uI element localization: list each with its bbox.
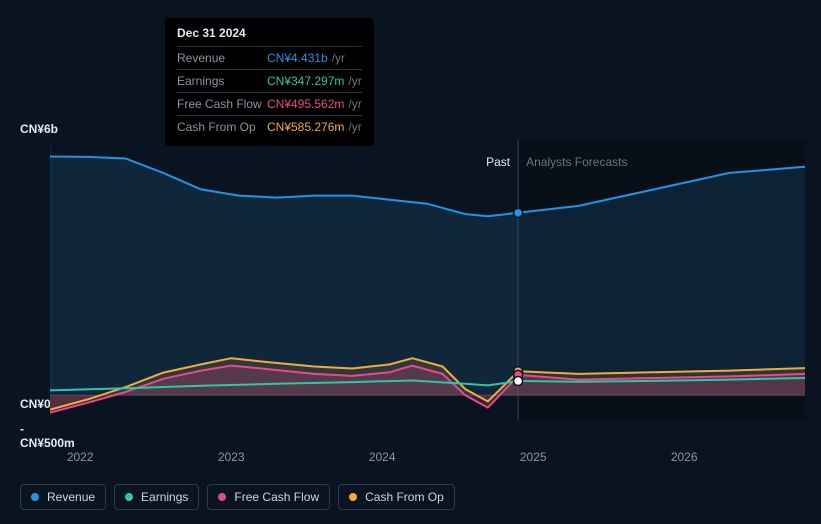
tooltip-row-label: Free Cash Flow xyxy=(177,97,267,111)
y-axis-label: CN¥6b xyxy=(20,122,62,136)
legend-label: Earnings xyxy=(141,490,188,504)
chart-plot: Past Analysts Forecasts xyxy=(50,140,805,420)
legend-label: Revenue xyxy=(47,490,95,504)
legend-dot-icon xyxy=(218,493,226,501)
legend-label: Cash From Op xyxy=(365,490,444,504)
tooltip-row-value: CN¥585.276m xyxy=(267,120,344,134)
financials-chart[interactable]: CN¥6bCN¥0-CN¥500m Past Analysts Forecast… xyxy=(20,130,805,430)
x-axis-tick: 2023 xyxy=(218,450,245,464)
legend-label: Free Cash Flow xyxy=(234,490,319,504)
legend-item[interactable]: Earnings xyxy=(114,484,199,510)
tooltip-row-unit: /yr xyxy=(348,97,361,111)
past-label: Past xyxy=(486,155,510,169)
tooltip-row-value: CN¥4.431b xyxy=(267,51,328,65)
tooltip-row-label: Cash From Op xyxy=(177,120,267,134)
x-axis-tick: 2025 xyxy=(520,450,547,464)
forecast-label: Analysts Forecasts xyxy=(526,155,627,169)
x-axis-tick: 2026 xyxy=(671,450,698,464)
x-axis-tick: 2022 xyxy=(67,450,94,464)
x-axis-tick: 2024 xyxy=(369,450,396,464)
legend-item[interactable]: Cash From Op xyxy=(338,484,455,510)
legend-dot-icon xyxy=(31,493,39,501)
chart-legend: Revenue Earnings Free Cash Flow Cash From O… xyxy=(20,484,455,510)
legend-item[interactable]: Revenue xyxy=(20,484,106,510)
tooltip-row: Free Cash FlowCN¥495.562m/yr xyxy=(177,92,362,115)
tooltip-row: Cash From OpCN¥585.276m/yr xyxy=(177,115,362,138)
tooltip-row-value: CN¥495.562m xyxy=(267,97,344,111)
chart-svg xyxy=(50,140,805,420)
legend-dot-icon xyxy=(349,493,357,501)
chart-tooltip: Dec 31 2024 RevenueCN¥4.431b/yrEarningsC… xyxy=(165,18,374,146)
tooltip-row: EarningsCN¥347.297m/yr xyxy=(177,69,362,92)
tooltip-row-value: CN¥347.297m xyxy=(267,74,344,88)
tooltip-row-unit: /yr xyxy=(332,51,345,65)
legend-item[interactable]: Free Cash Flow xyxy=(207,484,330,510)
y-axis-label: -CN¥500m xyxy=(20,422,62,450)
tooltip-row-label: Earnings xyxy=(177,74,267,88)
legend-dot-icon xyxy=(125,493,133,501)
tooltip-date: Dec 31 2024 xyxy=(177,26,362,40)
tooltip-row-unit: /yr xyxy=(348,74,361,88)
tooltip-row: RevenueCN¥4.431b/yr xyxy=(177,46,362,69)
x-axis: 2022 2023 2024 2025 2026 xyxy=(50,450,805,470)
tooltip-row-label: Revenue xyxy=(177,51,267,65)
tooltip-row-unit: /yr xyxy=(348,120,361,134)
